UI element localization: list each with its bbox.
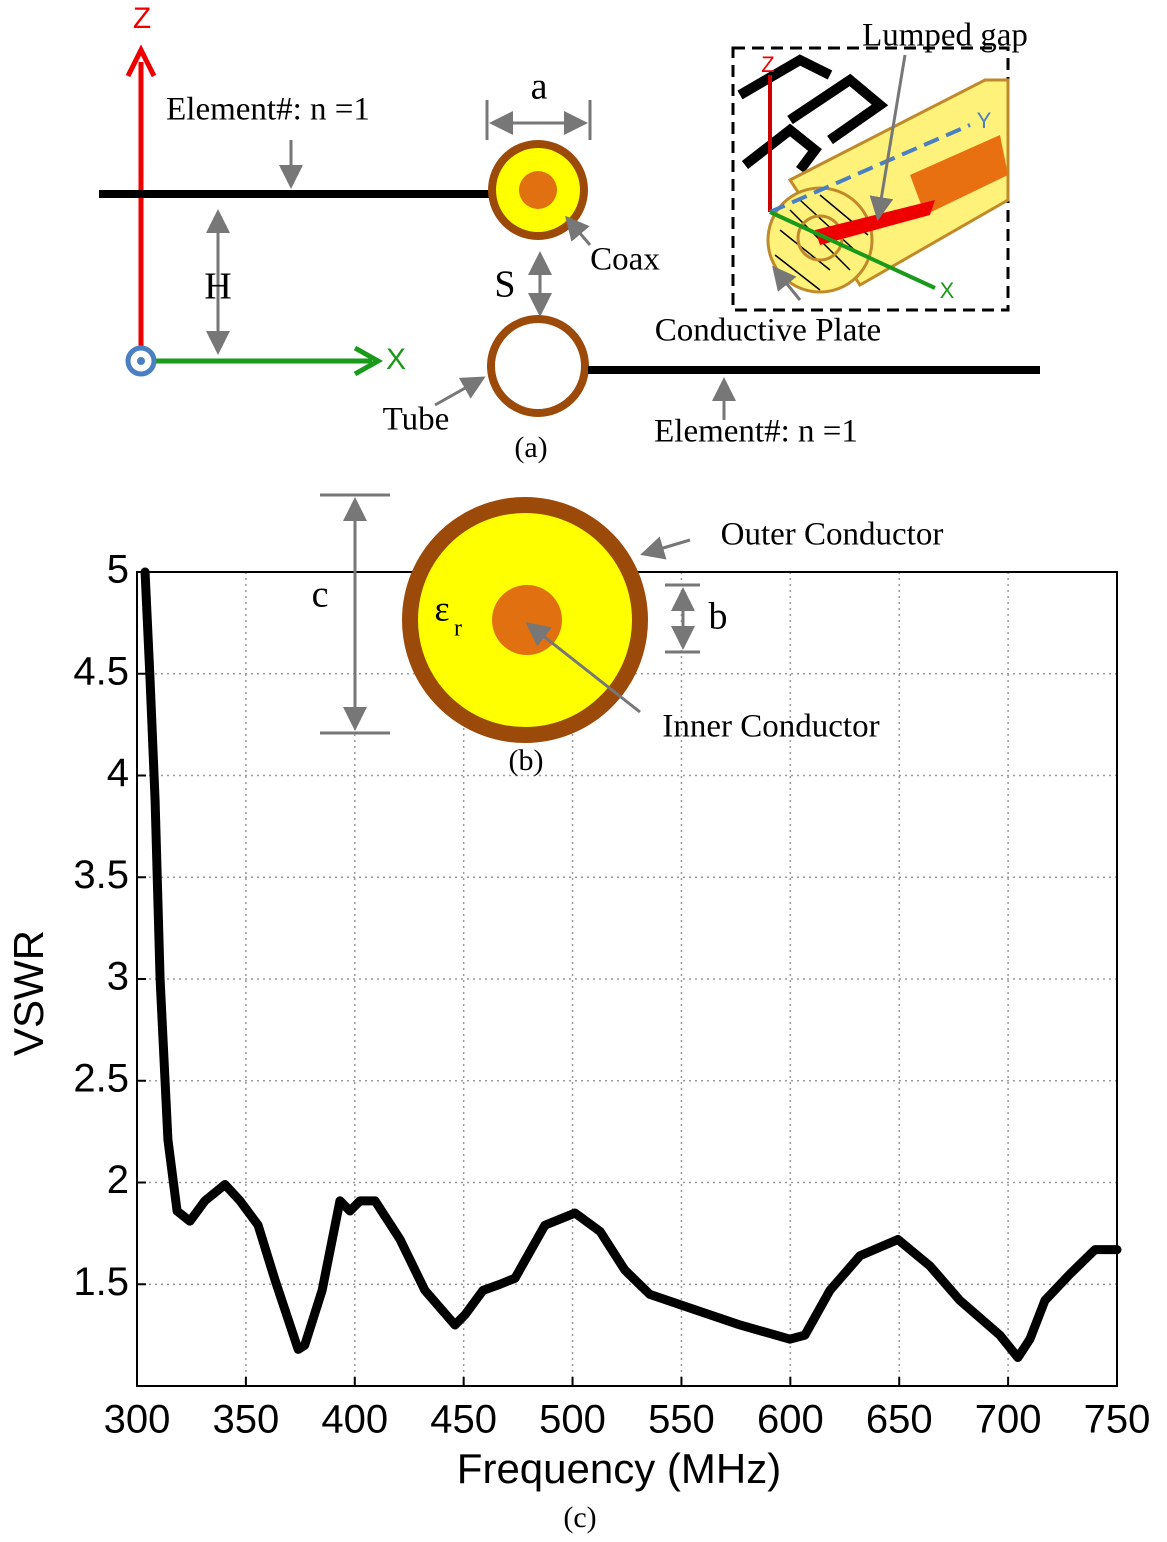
vswr-line xyxy=(140,567,1122,1363)
element-label: Element#: n =1 xyxy=(654,414,858,450)
y-tick-label: 2 xyxy=(107,1158,129,1202)
arrow xyxy=(772,265,802,301)
inset-antenna xyxy=(737,54,889,173)
epsilon-subscript: r xyxy=(454,616,462,642)
x-label: X xyxy=(386,343,406,376)
x-tick-label: 700 xyxy=(975,1398,1042,1442)
origin-dot xyxy=(137,357,145,365)
y-tick-label: 4 xyxy=(107,751,129,795)
tube xyxy=(487,315,589,417)
y-tick-label: 3.5 xyxy=(73,853,129,897)
y-tick-label: 3 xyxy=(107,955,129,999)
epsilon: ε xyxy=(434,588,449,628)
y-tick-label: 4.5 xyxy=(73,649,129,693)
inset-x-label: X xyxy=(940,278,955,303)
arrow xyxy=(565,215,592,246)
outer-conductor-label: Outer Conductor xyxy=(721,517,944,553)
y-tick-label: 1.5 xyxy=(73,1260,129,1304)
z-label: Z xyxy=(133,2,151,35)
inset-inner xyxy=(910,135,1008,215)
tube-label: Tube xyxy=(383,402,450,438)
inset-y-axis xyxy=(769,123,971,214)
arrow xyxy=(525,622,641,714)
h-label: H xyxy=(204,266,231,308)
x-tick-label: 600 xyxy=(757,1398,824,1442)
lumped-gap xyxy=(815,200,935,245)
y-tick-label: 5 xyxy=(107,548,129,592)
x-tick-label: 300 xyxy=(104,1398,171,1442)
x-tick-label: 650 xyxy=(866,1398,933,1442)
caption: (c) xyxy=(563,1501,596,1534)
y-axis-label: VSWR xyxy=(5,930,52,1056)
lumped-gap-label: Lumped gap xyxy=(862,18,1028,54)
y-tick-label: 2.5 xyxy=(73,1056,129,1100)
inset-z-label: Z xyxy=(761,52,774,77)
x-tick-label: 750 xyxy=(1084,1398,1151,1442)
x-axis-label: Frequency (MHz) xyxy=(457,1445,781,1492)
inner-conductor xyxy=(492,585,562,655)
conductive-plate-label: Conductive Plate xyxy=(655,313,881,349)
x-arrow xyxy=(353,345,384,377)
arrow xyxy=(434,376,486,407)
coax-inner xyxy=(519,171,557,209)
diagram-b: c b ε r Outer Conductor Inner Conductor … xyxy=(312,493,944,777)
x-tick-label: 450 xyxy=(430,1398,497,1442)
caption: (b) xyxy=(509,744,544,777)
caption: (a) xyxy=(514,431,547,464)
x-tick-label: 400 xyxy=(321,1398,388,1442)
element-label: Element#: n =1 xyxy=(166,92,370,128)
arrow xyxy=(869,54,907,221)
coax-label: Coax xyxy=(590,242,660,278)
inner-conductor-label: Inner Conductor xyxy=(662,709,879,745)
c-label: c xyxy=(312,574,329,616)
s-label: S xyxy=(494,264,515,306)
plot-area xyxy=(137,572,1117,1386)
inset-x-axis xyxy=(769,210,936,290)
diagram-a: Z X Element#: n =1 H a Coax S Tube (a) E… xyxy=(99,2,1040,464)
x-tick-label: 500 xyxy=(539,1398,606,1442)
inset-y-label: Y xyxy=(977,108,992,133)
arrow xyxy=(640,536,691,560)
x-tick-label: 550 xyxy=(648,1398,715,1442)
x-tick-label: 350 xyxy=(213,1398,280,1442)
chart: 1.5 2 2.5 3 3.5 4 4.5 5 300 350 400 450 500 550 600 650… xyxy=(5,548,1150,1534)
z-arrow xyxy=(125,44,157,78)
b-label: b xyxy=(709,596,728,638)
a-label: a xyxy=(531,66,548,108)
